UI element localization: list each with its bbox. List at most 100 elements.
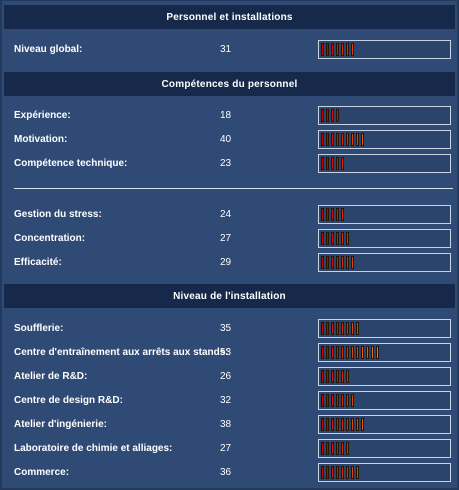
row-label: Concentration: — [14, 233, 86, 244]
bar-segment — [346, 346, 349, 359]
row-label: Laboratoire de chimie et alliages: — [14, 443, 173, 454]
bar-segment — [326, 157, 329, 170]
bar-segment — [356, 466, 359, 479]
bar-segment — [331, 256, 334, 269]
bar-segment — [321, 370, 324, 383]
row-soufflerie: Soufflerie: 35 — [2, 317, 457, 341]
row-label: Motivation: — [14, 134, 68, 145]
bar-segment — [351, 394, 354, 407]
row-centre-entrainement: Centre d'entraînement aux arrêts aux sta… — [2, 341, 457, 365]
bar-segment — [321, 157, 324, 170]
level-bar — [318, 415, 451, 434]
bar-segment — [346, 394, 349, 407]
bar-segment — [326, 232, 329, 245]
row-atelier-rd: Atelier de R&D: 26 — [2, 365, 457, 389]
row-value: 35 — [220, 323, 232, 334]
row-value: 27 — [220, 443, 232, 454]
bar-segment — [361, 133, 364, 146]
bar-segment — [326, 442, 329, 455]
bar-segment — [351, 133, 354, 146]
bar-segment — [341, 232, 344, 245]
bar-segment — [336, 133, 339, 146]
bar-segment — [326, 109, 329, 122]
row-value: 27 — [220, 233, 232, 244]
section-header-competences: Compétences du personnel — [4, 72, 455, 96]
bar-segment — [326, 466, 329, 479]
bar-segment — [321, 394, 324, 407]
bar-segment — [326, 322, 329, 335]
bar-segment — [351, 43, 354, 56]
bar-segment — [336, 346, 339, 359]
bar-segment — [321, 442, 324, 455]
bar-segment — [336, 394, 339, 407]
row-competence-technique: Compétence technique: 23 — [2, 152, 457, 176]
section-header-personnel: Personnel et installations — [4, 5, 455, 29]
row-value: 31 — [220, 44, 232, 55]
bar-segment — [336, 322, 339, 335]
bar-segment — [331, 232, 334, 245]
bar-segment — [336, 418, 339, 431]
level-bar — [318, 463, 451, 482]
bar-segment — [321, 208, 324, 221]
bar-segment — [331, 418, 334, 431]
row-experience: Expérience: 18 — [2, 104, 457, 128]
row-centre-design: Centre de design R&D: 32 — [2, 389, 457, 413]
bar-segment — [326, 370, 329, 383]
bar-segment — [346, 442, 349, 455]
level-bar — [318, 106, 451, 125]
row-label: Centre de design R&D: — [14, 395, 123, 406]
bar-segment — [331, 346, 334, 359]
bar-segment — [331, 157, 334, 170]
bar-segment — [321, 109, 324, 122]
bar-segment — [356, 133, 359, 146]
bar-segment — [346, 232, 349, 245]
level-bar — [318, 205, 451, 224]
bar-segment — [321, 43, 324, 56]
bar-segment — [356, 418, 359, 431]
bar-segment — [356, 346, 359, 359]
row-label: Niveau global: — [14, 44, 83, 55]
bar-segment — [326, 418, 329, 431]
row-motivation: Motivation: 40 — [2, 128, 457, 152]
row-commerce: Commerce: 36 — [2, 461, 457, 485]
row-value: 23 — [220, 158, 232, 169]
level-bar — [318, 130, 451, 149]
bar-segment — [331, 466, 334, 479]
bar-segment — [331, 133, 334, 146]
bar-segment — [331, 208, 334, 221]
bar-segment — [326, 43, 329, 56]
bar-segment — [331, 370, 334, 383]
bar-segment — [346, 418, 349, 431]
level-bar — [318, 40, 451, 59]
bar-segment — [341, 394, 344, 407]
bar-segment — [326, 208, 329, 221]
bar-segment — [321, 232, 324, 245]
row-atelier-ingenierie: Atelier d'ingénierie: 38 — [2, 413, 457, 437]
level-bar — [318, 154, 451, 173]
row-value: 40 — [220, 134, 232, 145]
row-label: Soufflerie: — [14, 323, 64, 334]
level-bar — [318, 229, 451, 248]
bar-segment — [341, 370, 344, 383]
row-value: 53 — [220, 347, 232, 358]
bar-segment — [321, 256, 324, 269]
bar-segment — [336, 43, 339, 56]
bar-segment — [346, 43, 349, 56]
bar-segment — [346, 133, 349, 146]
divider — [14, 188, 453, 189]
row-label: Compétence technique: — [14, 158, 128, 169]
bar-segment — [351, 466, 354, 479]
bar-segment — [336, 157, 339, 170]
bar-segment — [341, 322, 344, 335]
bar-segment — [336, 442, 339, 455]
row-value: 36 — [220, 467, 232, 478]
row-value: 38 — [220, 419, 232, 430]
bar-segment — [366, 346, 369, 359]
bar-segment — [336, 466, 339, 479]
bar-segment — [321, 466, 324, 479]
row-value: 29 — [220, 257, 232, 268]
row-efficacite: Efficacité: 29 — [2, 251, 457, 275]
bar-segment — [346, 256, 349, 269]
bar-segment — [351, 256, 354, 269]
bar-segment — [356, 322, 359, 335]
